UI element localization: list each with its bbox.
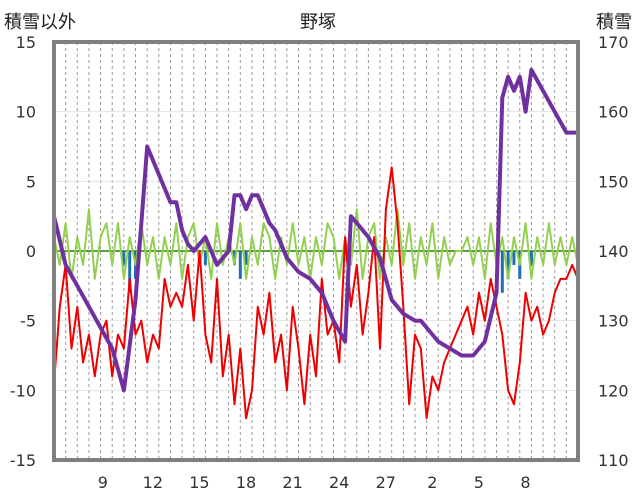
x-tick-label: 9 [98, 473, 108, 492]
left-tick-label: 5 [26, 172, 36, 191]
x-tick-label: 8 [520, 473, 530, 492]
x-tick-label: 21 [282, 473, 302, 492]
precip-bar [128, 251, 132, 293]
right-tick-label: 130 [598, 312, 629, 331]
precip-bar [203, 251, 207, 265]
left-tick-label: 0 [26, 242, 36, 261]
precip-bar [238, 251, 242, 279]
x-tick-label: 24 [329, 473, 349, 492]
precip-bar [244, 251, 248, 265]
temperature-line [53, 166, 579, 420]
right-tick-label: 150 [598, 172, 629, 191]
snow-depth-line [52, 67, 578, 393]
right-tick-label: 170 [598, 33, 629, 52]
left-tick-label: 15 [16, 33, 36, 52]
left-tick-label: -15 [10, 451, 36, 470]
x-tick-label: 5 [474, 473, 484, 492]
left-tick-label: -10 [10, 381, 36, 400]
left-tick-label: 10 [16, 103, 36, 122]
precip-bar [512, 251, 516, 265]
plot-frame [52, 40, 580, 462]
x-tick-label: 15 [189, 473, 209, 492]
precip-bar [122, 251, 126, 265]
left-axis-title: 積雪以外 [4, 12, 76, 33]
chart-title: 野塚 [300, 12, 336, 33]
right-axis-title: 積雪 [596, 12, 632, 33]
right-tick-label: 160 [598, 103, 629, 122]
right-tick-label: 110 [598, 451, 629, 470]
x-tick-label: 12 [143, 473, 163, 492]
x-tick-label: 2 [427, 473, 437, 492]
x-tick-label: 27 [376, 473, 396, 492]
right-tick-label: 120 [598, 381, 629, 400]
x-tick-label: 18 [236, 473, 256, 492]
precip-bar [506, 251, 510, 279]
right-tick-label: 140 [598, 242, 629, 261]
left-tick-label: -5 [20, 312, 36, 331]
precip-bar [529, 251, 533, 265]
precip-bar [500, 251, 504, 293]
